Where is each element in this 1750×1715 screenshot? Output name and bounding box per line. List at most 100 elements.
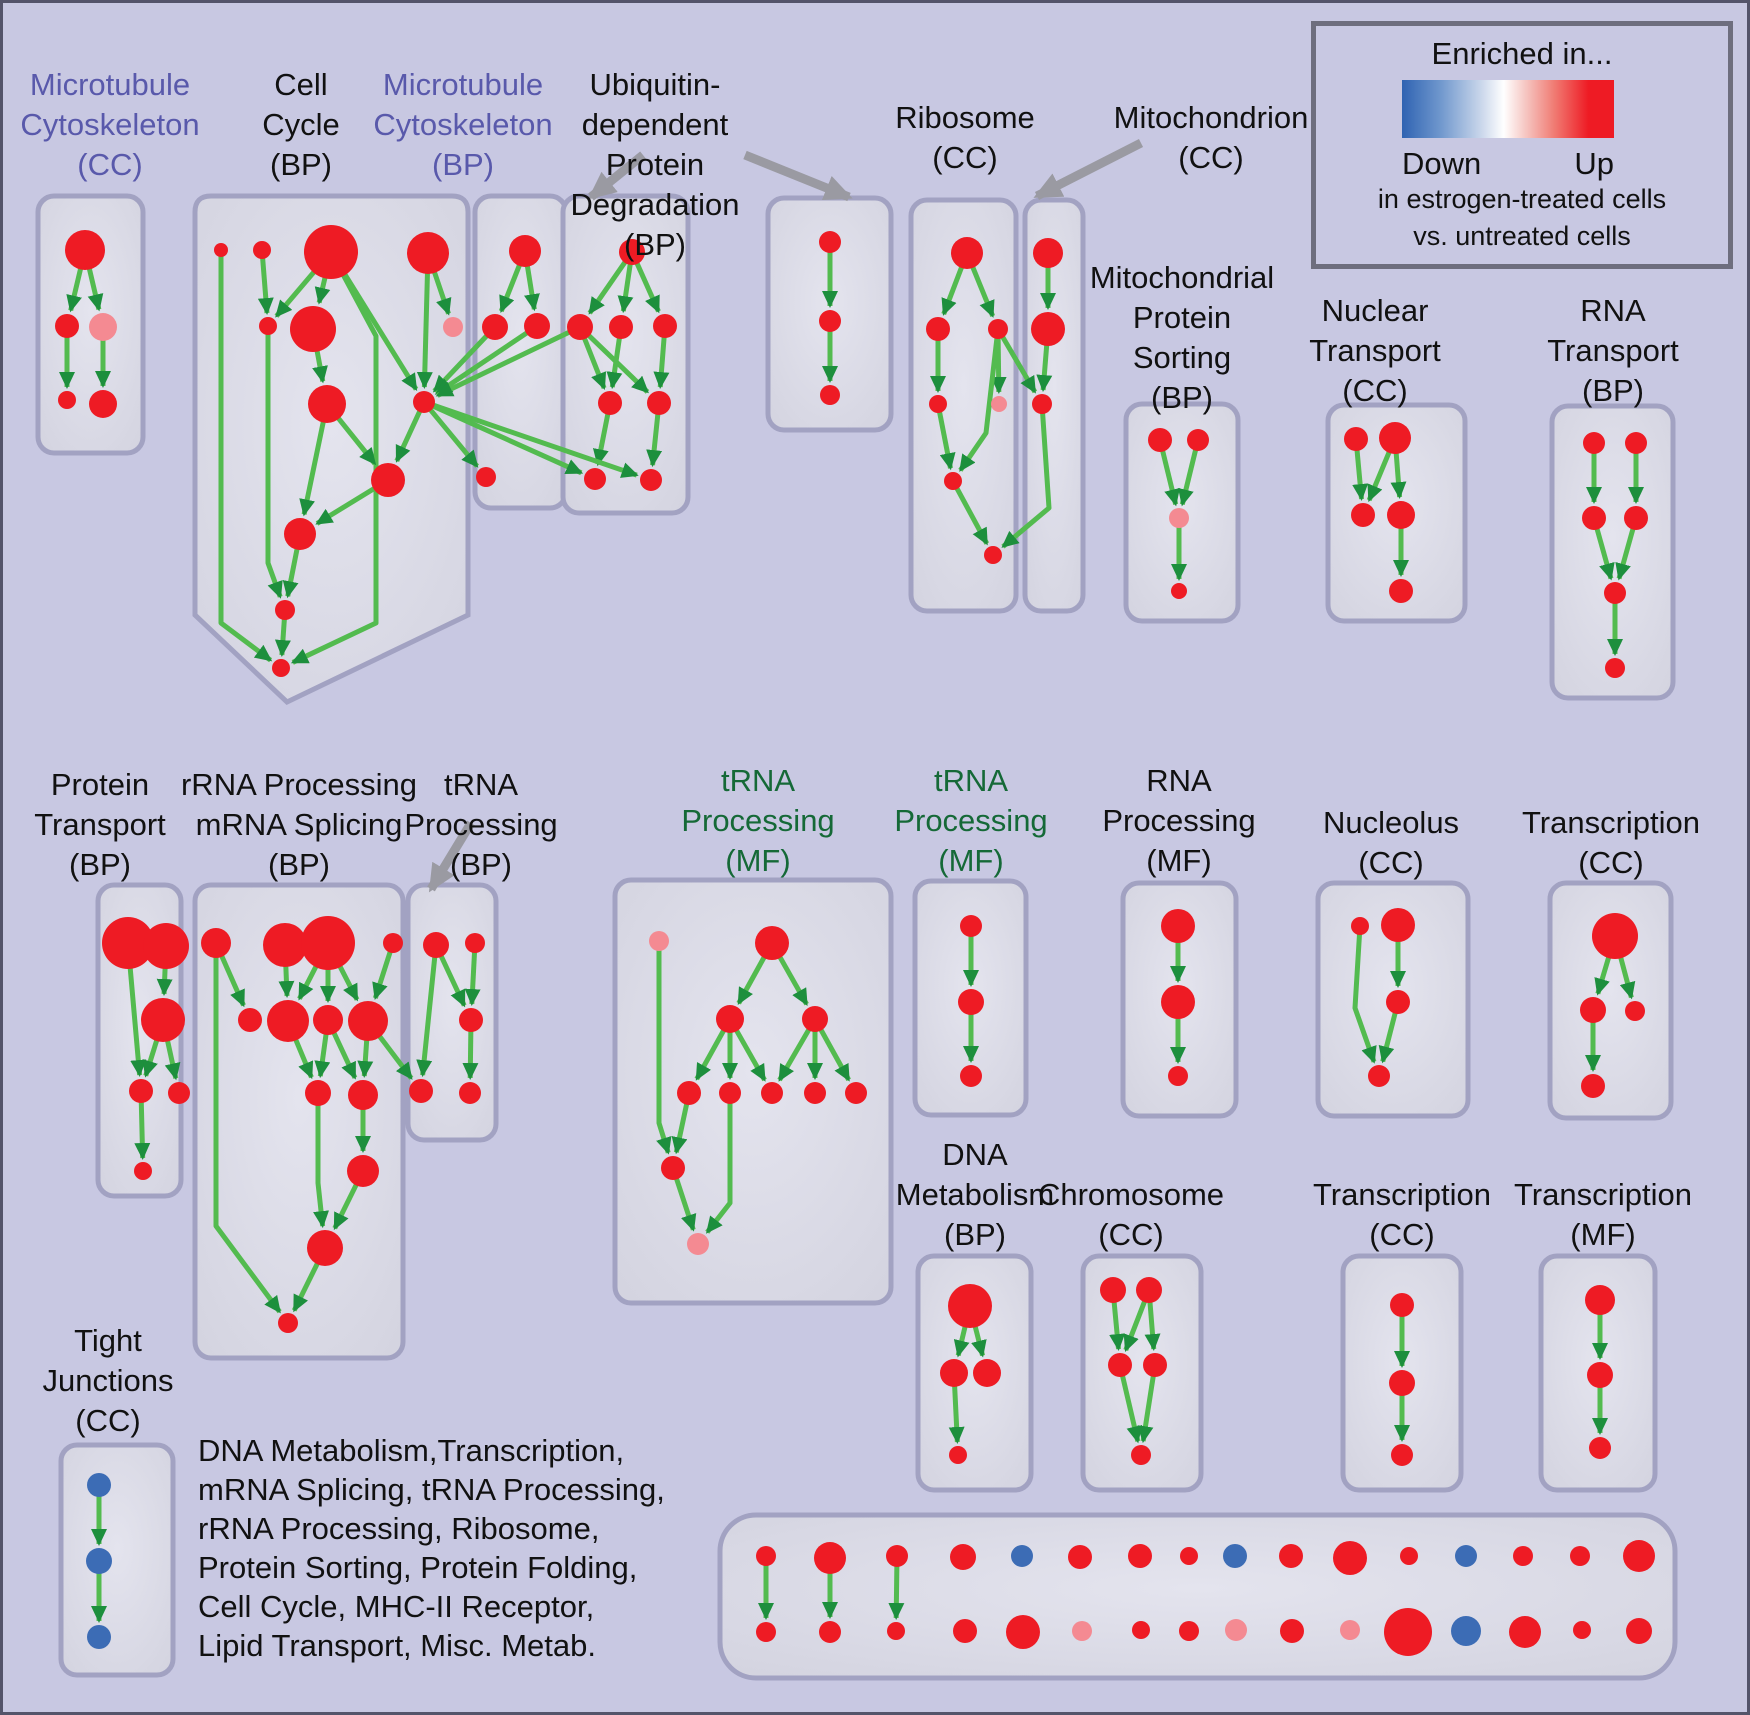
graph-node-rrna-mrna-9 xyxy=(348,1080,378,1110)
group-label-line: tRNA xyxy=(720,763,796,798)
graph-node-trna-mf-1-6 xyxy=(761,1082,783,1104)
legend-subtitle-2: vs. untreated cells xyxy=(1413,221,1631,251)
edge-arrow xyxy=(581,336,607,390)
network-diagram xyxy=(35,138,1678,1681)
note-line: Lipid Transport, Misc. Metab. xyxy=(198,1628,596,1663)
graph-node-misc-strip-11 xyxy=(1400,1547,1418,1565)
edge-arrow xyxy=(376,1033,414,1080)
group-label-line: (MF) xyxy=(1146,843,1212,878)
group-label-line: Protein xyxy=(605,147,705,182)
graph-node-dna-metabolism-3 xyxy=(949,1446,967,1464)
edge-arrow xyxy=(299,420,326,517)
group-label-line: Transcription xyxy=(1513,1177,1693,1212)
graph-node-transcription-cc-2-1 xyxy=(1389,1370,1415,1396)
edge-arrow xyxy=(315,485,377,526)
note-line: mRNA Splicing, tRNA Processing, xyxy=(198,1472,665,1507)
group-label-line: Transport xyxy=(34,807,166,842)
group-label-mito-protein-sorting: Mitochondrial Protein Sorting (BP) xyxy=(1090,258,1274,418)
graph-node-rrna-mrna-2 xyxy=(301,916,355,970)
graph-node-misc-strip-7 xyxy=(1180,1547,1198,1565)
edge-arrow xyxy=(524,264,540,312)
graph-node-chromosome-4 xyxy=(1131,1445,1151,1465)
note-line: rRNA Processing, Ribosome, xyxy=(198,1511,600,1546)
group-label-ribosome: Ribosome (CC) xyxy=(895,98,1035,178)
edge-arrow xyxy=(777,954,809,1006)
edge-arrow xyxy=(694,1028,727,1081)
group-label-line: (MF) xyxy=(725,843,791,878)
group-label-transcription-cc-2: Transcription (CC) xyxy=(1313,1175,1491,1255)
edge-arrow xyxy=(1036,343,1053,393)
group-label-line: (MF) xyxy=(938,843,1004,878)
edge-arrow xyxy=(656,949,672,1155)
graph-node-trna-bp-1 xyxy=(465,933,485,953)
graph-node-trna-mf-1-10 xyxy=(687,1233,709,1255)
graph-node-rrna-mrna-11 xyxy=(307,1230,343,1266)
graph-node-misc-strip-1 xyxy=(814,1542,846,1574)
group-label-line: (BP) xyxy=(68,847,131,882)
group-label-transcription-cc-1: Transcription (CC) xyxy=(1522,803,1700,883)
graph-node-trna-bp-4 xyxy=(459,1082,481,1104)
edge-arrow xyxy=(634,261,661,314)
edge-arrow xyxy=(1352,932,1377,1064)
graph-node-nucleolus-0 xyxy=(1351,917,1369,935)
graph-node-cell-cycle-2 xyxy=(304,225,358,279)
group-box-misc-strip xyxy=(717,1512,1678,1681)
edge-arrow xyxy=(498,263,523,314)
group-label-rna-processing-mf: RNA Processing (MF) xyxy=(1102,761,1255,881)
graph-node-protein-transport-3 xyxy=(129,1079,153,1103)
group-box-transcription-cc-1 xyxy=(1547,880,1674,1121)
graph-node-misc-strip-0 xyxy=(756,1546,776,1566)
graph-node-ribosome-6 xyxy=(984,546,1002,564)
graph-node-rrna-mrna-1 xyxy=(263,923,307,967)
group-label-line: Processing xyxy=(1102,803,1256,838)
legend-subtitle-1: in estrogen-treated cells xyxy=(1377,184,1667,214)
graph-node-cell-cycle-4 xyxy=(259,317,277,335)
graph-node-mitochondrion-2 xyxy=(1032,394,1052,414)
graph-node-dna-metabolism-1 xyxy=(940,1359,968,1387)
edge-arrow xyxy=(888,1564,905,1621)
graph-node-cell-cycle-6 xyxy=(443,317,463,337)
edge-arrow xyxy=(66,266,84,313)
graph-node-mitochondrion-0 xyxy=(1033,238,1063,268)
edge-arrow xyxy=(213,956,282,1314)
graph-node-trna-mf-1-3 xyxy=(802,1006,828,1032)
edge-arrow xyxy=(671,1102,690,1155)
graph-node-trna-bp-3 xyxy=(409,1079,433,1103)
graph-node-misc-strip-24 xyxy=(1225,1619,1247,1641)
annotation-arrow xyxy=(427,820,475,893)
edge-arrow xyxy=(1144,1300,1161,1352)
legend-down-label: Down xyxy=(1402,146,1482,181)
note-line: Cell Cycle, MHC-II Receptor, xyxy=(198,1589,595,1624)
group-label-line: DNA xyxy=(942,1137,1008,1172)
graph-node-protein-transport-1 xyxy=(143,923,189,969)
group-label-line: Transport xyxy=(1547,333,1679,368)
graph-node-misc-strip-18 xyxy=(887,1622,905,1640)
edge-arrow xyxy=(164,1039,181,1081)
graph-node-trna-mf-2-2 xyxy=(960,1065,982,1087)
graph-node-ubiquitin-b-0 xyxy=(819,231,841,253)
graph-node-nucleolus-2 xyxy=(1386,990,1410,1014)
edge-arrow xyxy=(948,1384,965,1445)
group-label-line: Chromosome xyxy=(1037,1177,1225,1212)
edge-arrow xyxy=(705,1102,733,1234)
edge-arrow xyxy=(278,964,295,999)
group-box-mitochondrion xyxy=(1022,197,1086,614)
edge-arrow xyxy=(134,1100,151,1161)
misc-categories-note: DNA Metabolism,Transcription, mRNA Splici… xyxy=(198,1431,665,1665)
group-label-line: (BP) xyxy=(624,227,686,262)
group-label-line: (BP) xyxy=(1581,373,1644,408)
graph-node-chromosome-2 xyxy=(1108,1353,1132,1377)
group-label-line: Ubiquitin- xyxy=(589,67,721,102)
edge-arrow xyxy=(1001,411,1052,549)
edge-arrow xyxy=(587,259,628,315)
edge-arrow xyxy=(274,269,317,318)
graph-node-nuclear-transport-0 xyxy=(1344,427,1368,451)
group-label-line: Protein xyxy=(50,767,150,802)
graph-node-misc-strip-6 xyxy=(1128,1544,1152,1568)
legend-downup-row: Down Up xyxy=(1402,146,1614,182)
graph-node-rna-transport-3 xyxy=(1624,506,1648,530)
graph-node-ribosome-0 xyxy=(951,237,983,269)
edge-arrow xyxy=(1615,526,1636,581)
group-box-tight-junctions xyxy=(58,1442,176,1678)
group-label-line: Cycle xyxy=(262,107,340,142)
